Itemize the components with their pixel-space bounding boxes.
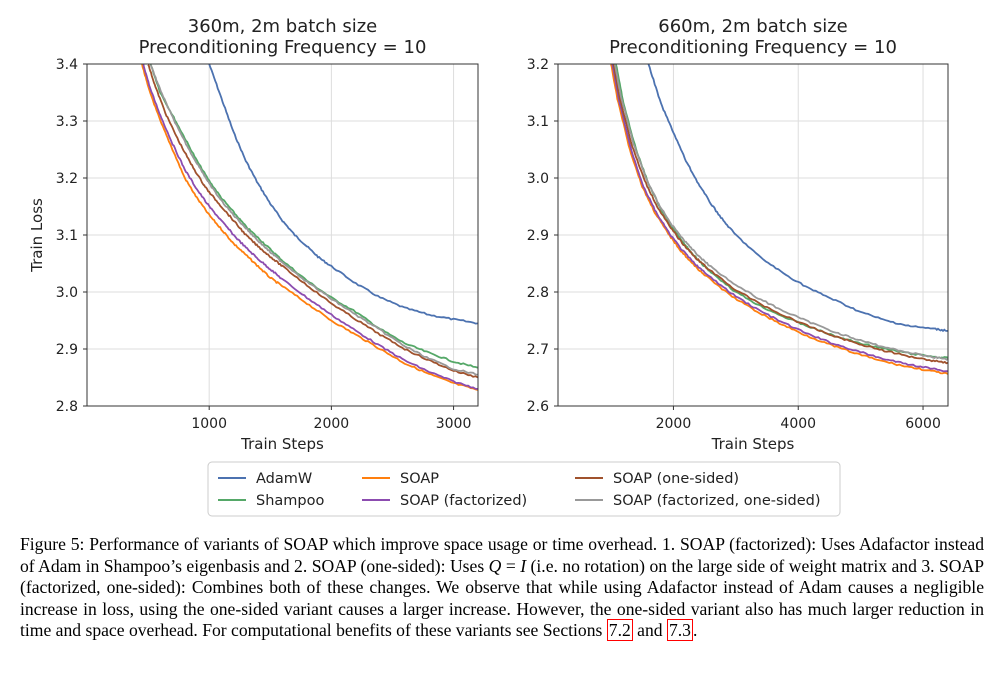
xtick-label: 1000 — [191, 416, 227, 432]
caption-end: . — [692, 620, 698, 641]
legend-label: SOAP (factorized, one-sided) — [613, 493, 821, 509]
ytick-label: 3.4 — [56, 57, 78, 73]
legend: AdamW Shampoo SOAP SOAP (factorized) SOAP (o… — [207, 461, 841, 517]
section-link-7-3[interactable]: 7.3 — [666, 619, 693, 642]
chart-title-line-1: 660m, 2m batch size — [658, 16, 847, 37]
series-line-adamw — [647, 64, 948, 333]
ytick-label: 2.9 — [56, 342, 78, 358]
legend-label: SOAP (one-sided) — [613, 471, 739, 487]
series-line-soap-factorized-one-sided- — [613, 64, 948, 361]
series-line-soap — [141, 64, 478, 391]
ytick-label: 2.8 — [527, 285, 549, 301]
figure-caption: Figure 5: Performance of variants of SOA… — [20, 534, 984, 642]
ytick-label: 2.7 — [527, 342, 549, 358]
series-line-soap-factorized- — [611, 64, 948, 373]
caption-math-i: I — [520, 555, 527, 576]
y-axis-label: Train Loss — [28, 198, 46, 273]
ytick-label: 3.2 — [56, 171, 78, 187]
caption-text-1: Figure 5: Performance of variants of SOA… — [20, 534, 984, 576]
legend-label: AdamW — [256, 471, 312, 487]
caption-math-q: Q — [488, 555, 502, 576]
series-line-adamw — [208, 64, 478, 325]
chart-title-line-1: 360m, 2m batch size — [188, 16, 377, 37]
ytick-label: 2.6 — [527, 399, 549, 415]
chart-660m: 2.6 2.7 2.8 2.9 3.0 3.1 3.2 2000 4000 6000 Train S… — [527, 16, 949, 453]
ytick-label: 2.9 — [527, 228, 549, 244]
ytick-label: 3.1 — [527, 114, 549, 130]
chart-title-line-2: Preconditioning Frequency = 10 — [609, 37, 897, 58]
legend-label: SOAP — [400, 471, 439, 487]
chart-360m: 2.8 2.9 3.0 3.1 3.2 3.3 3.4 1000 2000 3000 Train S… — [28, 16, 479, 453]
ytick-label: 2.8 — [56, 399, 78, 415]
series-line-soap-one-sided- — [147, 64, 478, 379]
series-line-soap-factorized- — [142, 64, 478, 390]
legend-box — [207, 461, 841, 517]
legend-label: Shampoo — [256, 493, 324, 509]
ytick-label: 3.3 — [56, 114, 78, 130]
legend-label: SOAP (factorized) — [400, 493, 527, 509]
x-axis-label: Train Steps — [711, 435, 795, 453]
caption-math-eq: = — [501, 555, 521, 576]
caption-text-2: (i.e. no rotation) on the large side of … — [20, 555, 984, 641]
x-axis-label: Train Steps — [240, 435, 324, 453]
chart-title-line-2: Preconditioning Frequency = 10 — [139, 37, 427, 58]
xtick-label: 4000 — [780, 416, 816, 432]
series-line-soap — [610, 64, 948, 375]
xtick-label: 2000 — [656, 416, 692, 432]
series-line-shampoo — [615, 64, 948, 359]
ytick-label: 3.0 — [56, 285, 78, 301]
xtick-label: 2000 — [314, 416, 350, 432]
series-line-shampoo — [149, 64, 478, 369]
series-line-soap-one-sided- — [612, 64, 948, 365]
caption-and: and — [632, 620, 667, 641]
ytick-label: 3.2 — [527, 57, 549, 73]
ytick-label: 3.0 — [527, 171, 549, 187]
section-link-7-2[interactable]: 7.2 — [606, 619, 633, 642]
xtick-label: 3000 — [436, 416, 472, 432]
series-line-soap-factorized-one-sided- — [149, 64, 478, 376]
xtick-label: 6000 — [905, 416, 941, 432]
figure-5-charts: 2.8 2.9 3.0 3.1 3.2 3.3 3.4 1000 2000 3000 Train S… — [28, 16, 949, 517]
ytick-label: 3.1 — [56, 228, 78, 244]
